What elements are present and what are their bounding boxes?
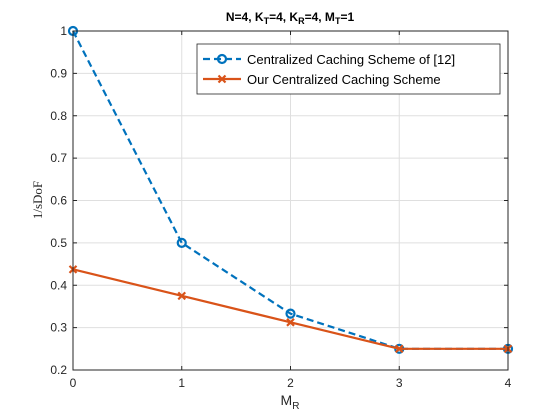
legend-entry: Centralized Caching Scheme of [12] xyxy=(203,52,455,67)
y-tick-label: 0.8 xyxy=(50,109,67,123)
y-tick-label: 0.9 xyxy=(50,66,67,80)
tick-marks xyxy=(72,30,509,371)
y-tick-label: 0.7 xyxy=(50,151,67,165)
y-axis-label: 1/sDoF xyxy=(30,181,45,219)
circle-marker xyxy=(285,308,296,319)
y-tick-label: 0.3 xyxy=(50,321,67,335)
x-marker xyxy=(177,291,187,301)
y-tick-label: 0.5 xyxy=(50,236,67,250)
x-marker xyxy=(286,318,295,327)
y-tick-label: 0.2 xyxy=(50,363,67,377)
title-subscript: R xyxy=(298,16,305,26)
legend-label: Centralized Caching Scheme of [12] xyxy=(247,52,455,67)
x-marker xyxy=(217,74,227,84)
legend-entry: Our Centralized Caching Scheme xyxy=(203,72,441,87)
chart-title: N=4, KT=4, KR=4, MT=1 xyxy=(226,10,355,26)
x-tick-label: 4 xyxy=(505,376,512,390)
title-part: =4, M xyxy=(305,10,335,24)
x-tick-label: 2 xyxy=(287,376,294,390)
x-axis-label-main: M xyxy=(281,392,293,408)
y-tick-label: 0.4 xyxy=(50,278,67,292)
circle-marker xyxy=(216,53,228,65)
legend-box xyxy=(196,43,501,95)
title-part: =1 xyxy=(340,10,354,24)
title-part: N=4, K xyxy=(226,10,264,24)
legend-label: Our Centralized Caching Scheme xyxy=(247,72,441,87)
title-part: =4, K xyxy=(269,10,298,24)
legend: Centralized Caching Scheme of [12] Our Ce… xyxy=(196,43,501,95)
x-marker xyxy=(394,344,404,354)
x-axis-label-sub: R xyxy=(292,401,299,412)
y-tick-label: 1 xyxy=(60,24,67,38)
tick-labels: 0 1 2 3 4 0.2 0.3 0.4 0.5 0.6 0.7 0.8 0.9 1 xyxy=(50,24,511,390)
x-tick-label: 0 xyxy=(70,376,77,390)
x-axis-label: MR xyxy=(281,392,300,412)
series-layer xyxy=(67,25,514,354)
title-subscript: T xyxy=(335,16,341,26)
circle-marker xyxy=(176,237,187,248)
x-tick-label: 1 xyxy=(178,376,185,390)
title-subscript: T xyxy=(264,16,270,26)
x-tick-label: 3 xyxy=(396,376,403,390)
y-tick-label: 0.6 xyxy=(50,194,67,208)
